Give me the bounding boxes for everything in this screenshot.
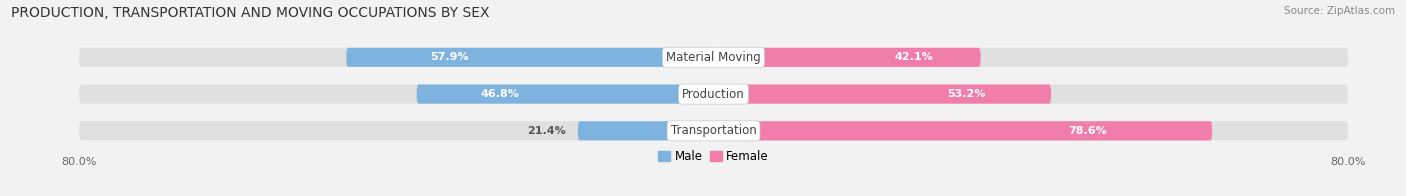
- Text: Transportation: Transportation: [671, 124, 756, 137]
- Text: 57.9%: 57.9%: [430, 52, 468, 62]
- Text: 46.8%: 46.8%: [481, 89, 519, 99]
- FancyBboxPatch shape: [713, 121, 1212, 140]
- Text: Source: ZipAtlas.com: Source: ZipAtlas.com: [1284, 6, 1395, 16]
- FancyBboxPatch shape: [79, 84, 1348, 104]
- Text: PRODUCTION, TRANSPORTATION AND MOVING OCCUPATIONS BY SEX: PRODUCTION, TRANSPORTATION AND MOVING OC…: [11, 6, 489, 20]
- Text: Material Moving: Material Moving: [666, 51, 761, 64]
- FancyBboxPatch shape: [79, 121, 1348, 140]
- Text: 53.2%: 53.2%: [948, 89, 986, 99]
- FancyBboxPatch shape: [713, 48, 980, 67]
- Text: Production: Production: [682, 88, 745, 101]
- FancyBboxPatch shape: [416, 84, 713, 104]
- Legend: Male, Female: Male, Female: [654, 146, 773, 168]
- Text: 21.4%: 21.4%: [527, 126, 565, 136]
- Text: 42.1%: 42.1%: [894, 52, 934, 62]
- FancyBboxPatch shape: [578, 121, 713, 140]
- FancyBboxPatch shape: [79, 48, 1348, 67]
- FancyBboxPatch shape: [713, 84, 1052, 104]
- Text: 78.6%: 78.6%: [1069, 126, 1107, 136]
- FancyBboxPatch shape: [346, 48, 713, 67]
